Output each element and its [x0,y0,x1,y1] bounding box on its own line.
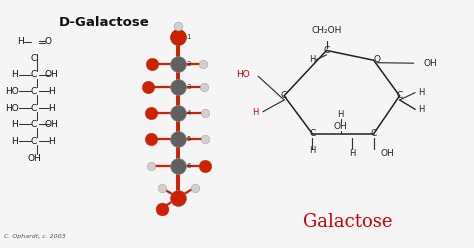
Text: C: C [31,137,37,146]
Point [148,62,156,66]
Text: H: H [48,87,55,96]
Text: H: H [309,55,316,64]
Point [174,196,182,200]
Text: CH₂OH: CH₂OH [311,26,342,35]
Text: H: H [17,37,24,46]
Text: H: H [48,104,55,113]
Text: C. Ophardt, c. 2003: C. Ophardt, c. 2003 [4,234,65,239]
Text: H: H [11,70,18,79]
Point [158,207,165,211]
Text: OH: OH [27,154,41,163]
Text: 2: 2 [187,61,191,67]
Point [147,111,155,115]
Text: H: H [309,147,316,155]
Text: C: C [31,104,37,113]
Text: 3: 3 [187,84,191,90]
Point [174,35,182,39]
Text: O: O [44,37,51,46]
Text: H: H [349,149,356,158]
Text: OH: OH [334,122,347,131]
Text: C: C [323,46,329,55]
Point [174,137,182,141]
Text: C: C [309,129,316,138]
Point [174,196,182,200]
Point [158,186,165,190]
Point [174,85,182,89]
Point [174,24,182,28]
Point [199,62,207,66]
Point [174,35,182,39]
Text: O: O [374,55,381,63]
Point [201,111,209,115]
Point [174,111,182,115]
Text: HO: HO [5,87,18,96]
Text: HO: HO [5,104,18,113]
Text: 6: 6 [187,163,191,169]
Text: D-Galactose: D-Galactose [59,16,149,29]
Text: OH: OH [423,59,437,68]
Text: H: H [48,137,55,146]
Text: C: C [31,70,37,79]
Text: 5: 5 [187,136,191,142]
Point [174,164,182,168]
Text: H: H [252,108,258,118]
Text: H: H [337,110,344,119]
Point [201,164,209,168]
Text: OH: OH [381,149,395,158]
Point [145,85,152,89]
Text: H: H [11,120,18,129]
Text: C: C [371,129,377,138]
Text: C: C [31,54,37,63]
Point [191,186,199,190]
Text: C: C [31,120,37,129]
Point [174,62,182,66]
Text: HO: HO [237,70,250,79]
Text: C: C [281,91,287,100]
Text: C: C [396,91,403,100]
Point [147,164,155,168]
Text: 1: 1 [187,34,191,40]
Point [201,137,209,141]
Text: 4: 4 [187,110,191,116]
Text: H: H [419,88,425,97]
Point [200,85,208,89]
Text: H: H [419,105,425,114]
Text: OH: OH [45,70,59,79]
Text: OH: OH [45,120,59,129]
Text: Galactose: Galactose [303,213,392,231]
Text: C: C [31,87,37,96]
Point [147,137,155,141]
Text: H: H [11,137,18,146]
